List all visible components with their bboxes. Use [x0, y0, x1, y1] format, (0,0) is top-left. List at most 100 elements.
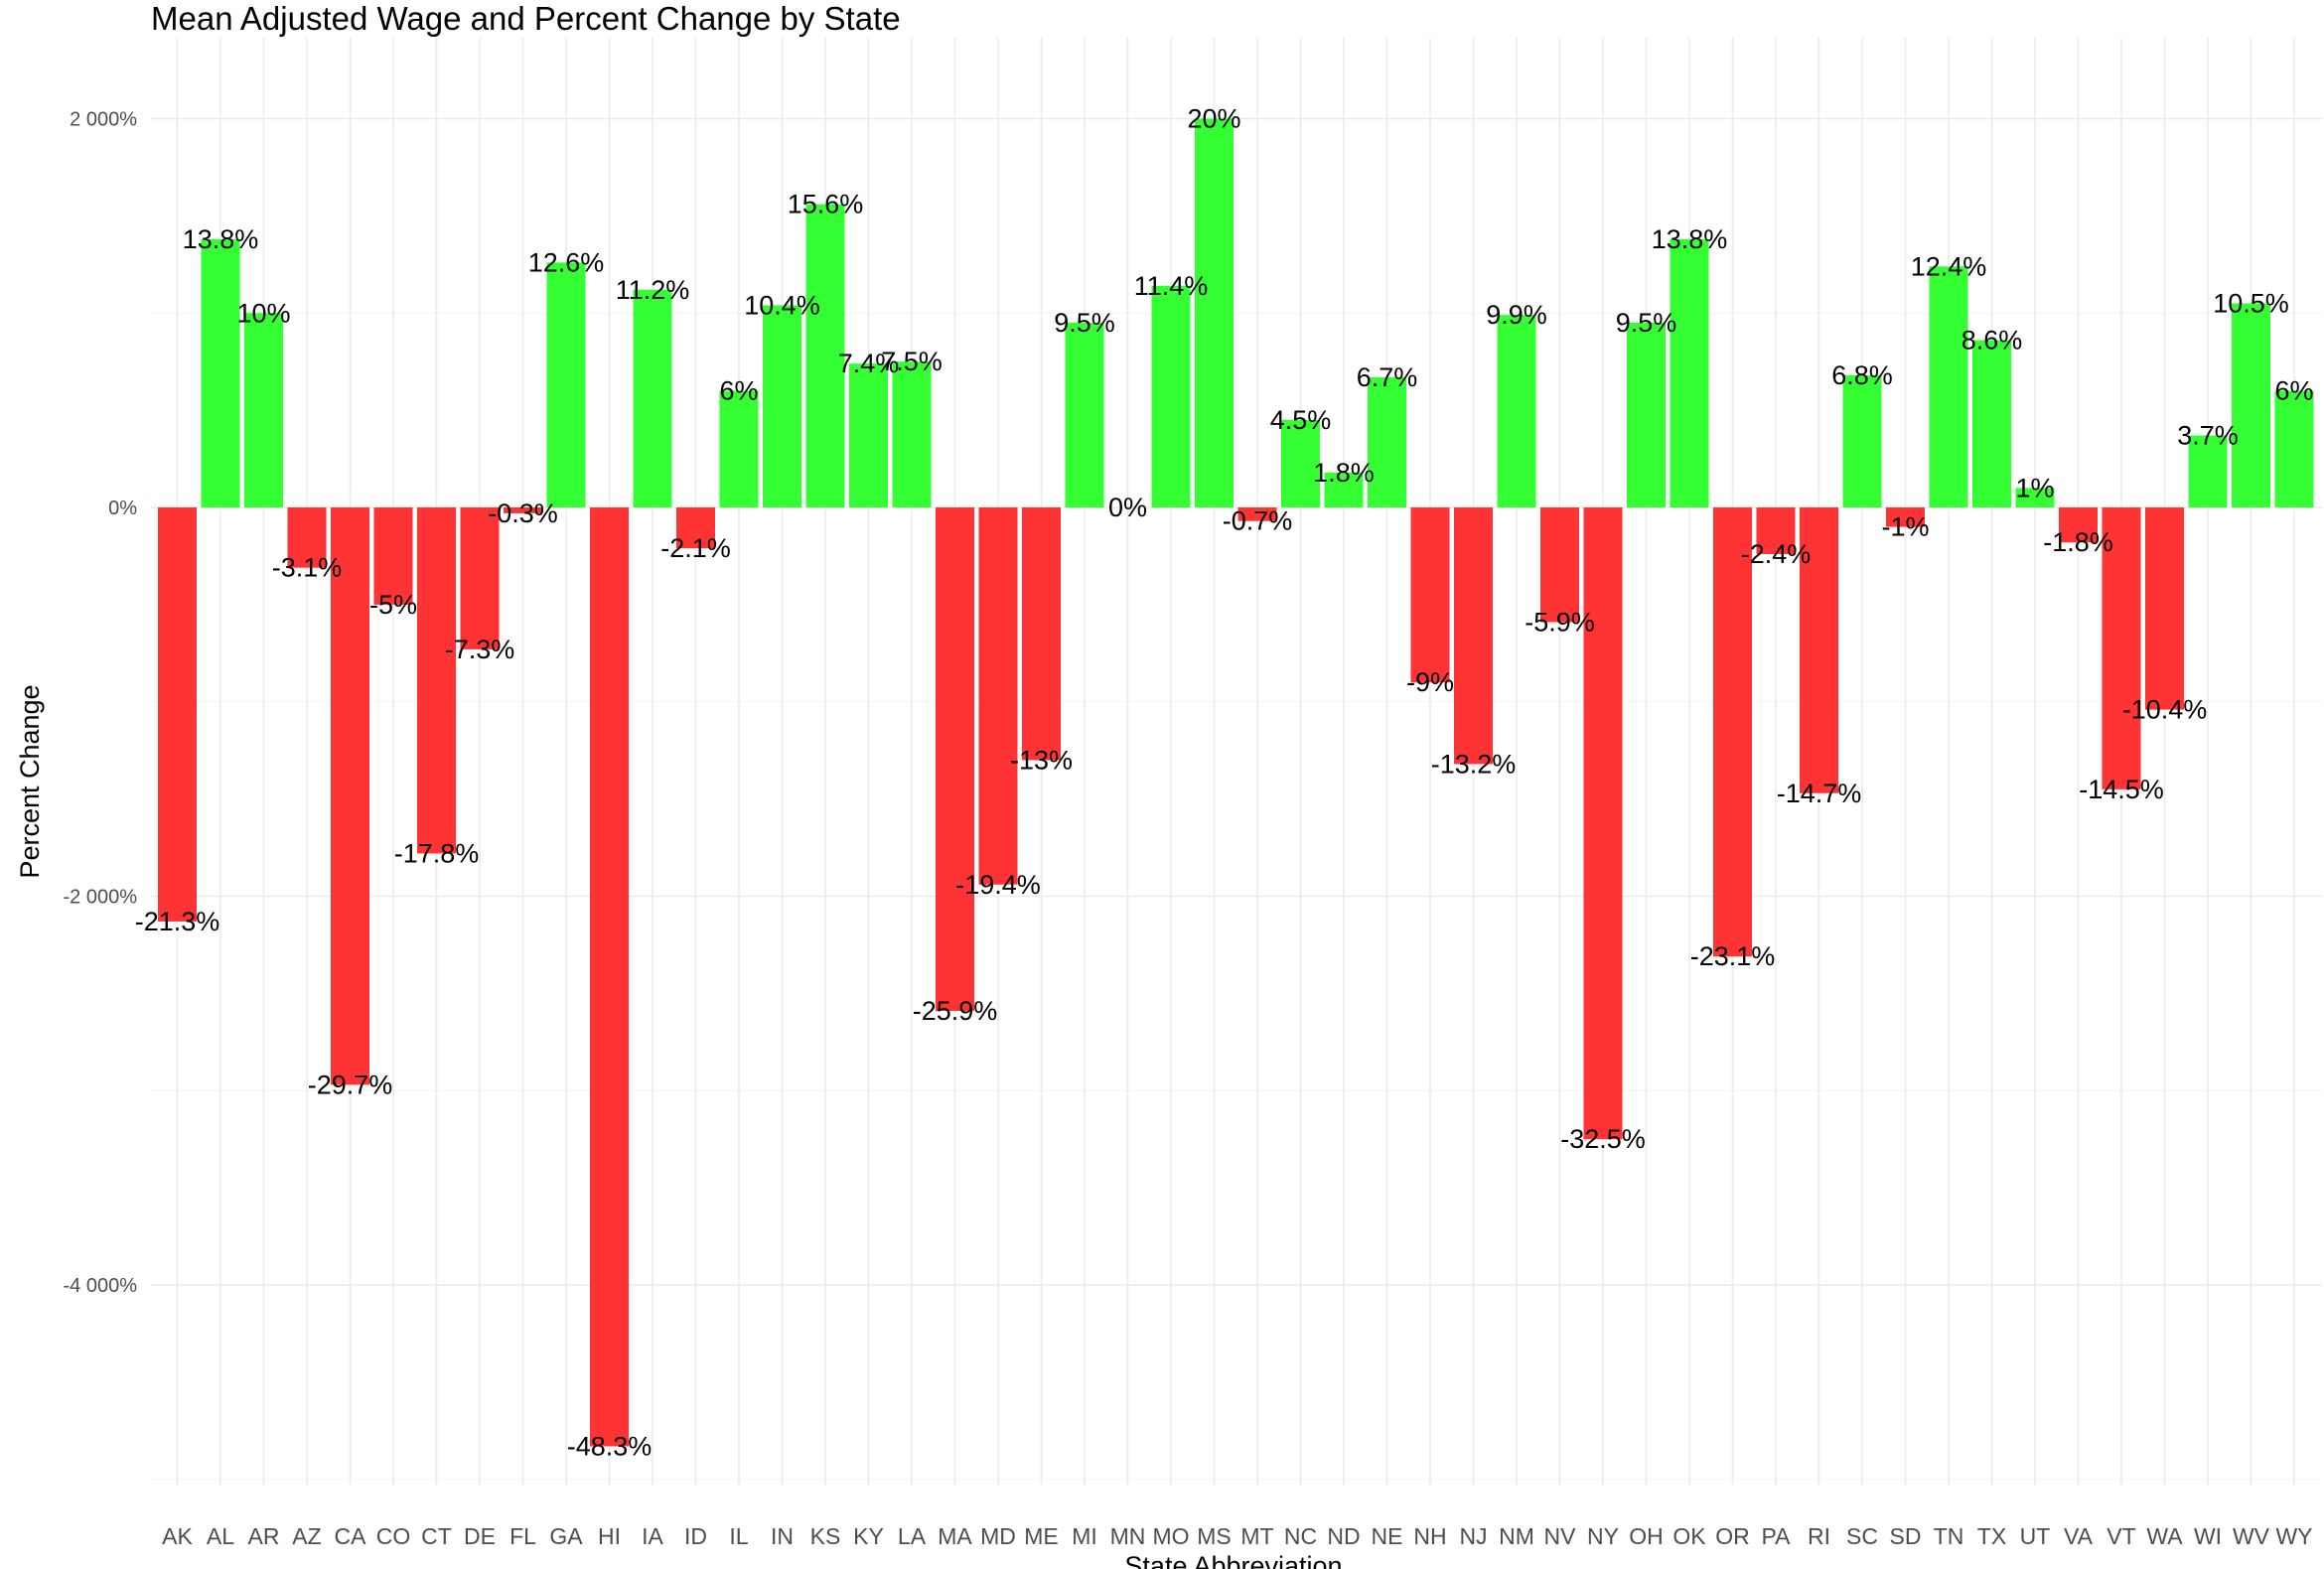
bar-me [1022, 507, 1061, 761]
bar-az [287, 507, 327, 568]
x-tick-label: CA [335, 1523, 367, 1549]
data-label-vt: -14.5% [2079, 775, 2164, 804]
x-tick-label: CO [376, 1523, 411, 1549]
data-label-al: 13.8% [183, 224, 259, 254]
x-tick-label: VT [2106, 1523, 2135, 1549]
data-label-nv: -5.9% [1525, 607, 1595, 637]
data-label-co: -5% [369, 590, 417, 620]
x-tick-label: FL [509, 1523, 536, 1549]
data-label-ny: -32.5% [1560, 1124, 1646, 1154]
bar-md [978, 507, 1018, 885]
x-tick-label: NE [1372, 1523, 1403, 1549]
data-label-mo: 11.4% [1134, 271, 1209, 301]
bar-in [763, 305, 801, 507]
x-tick-label: ID [684, 1523, 707, 1549]
bar-tn [1929, 266, 1968, 507]
y-axis-ticks: 2 000% 0% -2 000% -4 000% [64, 109, 138, 1298]
x-tick-label: KY [853, 1523, 884, 1549]
data-label-in: 10.4% [744, 290, 820, 320]
y-tick-label: -2 000% [64, 887, 138, 909]
bar-mi [1065, 323, 1104, 507]
x-tick-label: MI [1072, 1523, 1097, 1549]
data-label-nj: -13.2% [1431, 749, 1517, 779]
data-label-id: -2.1% [660, 533, 731, 563]
x-tick-label: KS [810, 1523, 841, 1549]
data-label-nc: 4.5% [1270, 405, 1332, 435]
data-label-ar: 10% [236, 298, 290, 328]
bar-ks [805, 204, 845, 507]
x-tick-label: NY [1587, 1523, 1619, 1549]
data-label-ut: 1% [2015, 473, 2054, 502]
data-label-wa: -10.4% [2122, 695, 2208, 725]
bar-ny [1583, 507, 1623, 1140]
y-axis-title: Percent Change [15, 684, 45, 878]
data-label-la: 7.5% [881, 347, 943, 376]
data-label-ct: -17.8% [394, 838, 480, 868]
x-tick-label: MA [938, 1523, 972, 1549]
x-tick-label: GA [549, 1523, 583, 1549]
x-tick-label: ND [1327, 1523, 1360, 1549]
bar-ca [331, 507, 369, 1085]
data-labels: -21.3% 13.8% 10% -3.1% -29.7% -5% -17.8% -7.3% -… [135, 104, 2314, 1462]
x-tick-label: MD [980, 1523, 1016, 1549]
bar-il [719, 390, 759, 507]
x-tick-label: OK [1672, 1523, 1706, 1549]
bar-mo [1151, 285, 1191, 507]
bar-nh [1410, 507, 1450, 683]
bar-id [676, 507, 715, 549]
x-tick-label: IL [729, 1523, 748, 1549]
bar-ri [1800, 507, 1838, 793]
x-tick-label: TN [1934, 1523, 1964, 1549]
x-tick-label: AZ [292, 1523, 321, 1549]
data-label-or: -23.1% [1690, 941, 1776, 971]
bar-nm [1497, 315, 1536, 507]
data-label-ky: 7.4% [838, 349, 900, 378]
data-label-tn: 12.4% [1911, 251, 1987, 281]
bar-ct [417, 507, 456, 854]
data-label-sc: 6.8% [1831, 360, 1893, 390]
bars [158, 118, 2314, 1447]
data-label-mt: -0.7% [1223, 506, 1293, 536]
bar-tx [1972, 340, 2011, 507]
x-tick-label: CT [421, 1523, 452, 1549]
data-label-ms: 20% [1187, 104, 1240, 134]
x-tick-label: MS [1197, 1523, 1232, 1549]
y-tick-label: 2 000% [70, 109, 137, 131]
bar-ar [244, 313, 283, 507]
x-tick-label: MO [1152, 1523, 1189, 1549]
bar-wi [2188, 435, 2228, 507]
data-label-fl: -0.3% [488, 499, 558, 528]
x-tick-label: TX [1977, 1523, 2006, 1549]
data-label-me: -13% [1010, 745, 1073, 775]
data-label-az: -3.1% [272, 553, 343, 583]
y-tick-label: 0% [108, 498, 137, 519]
x-tick-label: MT [1240, 1523, 1273, 1549]
data-label-sd: -1% [1881, 512, 1929, 542]
x-tick-label: MN [1110, 1523, 1146, 1549]
bar-vt [2102, 507, 2141, 789]
data-label-ak: -21.3% [135, 907, 220, 936]
x-tick-label: DE [464, 1523, 496, 1549]
bar-ak [158, 507, 197, 922]
data-label-mn: 0% [1108, 493, 1147, 522]
x-axis-title: State Abbreviation [1124, 1551, 1342, 1569]
bar-oh [1627, 323, 1666, 507]
y-tick-label: -4 000% [64, 1275, 138, 1297]
x-axis-ticks: AK AL AR AZ CA CO CT DE FL GA HI IA ID IL IN KS KY LA MA MD… [162, 1523, 2312, 1549]
x-tick-label: UT [2020, 1523, 2051, 1549]
x-tick-label: SC [1846, 1523, 1878, 1549]
bar-nd [1324, 472, 1364, 507]
x-tick-label: NJ [1459, 1523, 1487, 1549]
x-tick-label: WA [2146, 1523, 2183, 1549]
data-label-hi: -48.3% [567, 1431, 653, 1461]
x-tick-label: ME [1024, 1523, 1059, 1549]
x-tick-label: OR [1715, 1523, 1750, 1549]
data-label-ks: 15.6% [788, 190, 864, 219]
x-tick-label: SD [1890, 1523, 1922, 1549]
bar-nj [1454, 507, 1493, 765]
data-label-wy: 6% [2274, 376, 2313, 406]
data-label-mi: 9.5% [1054, 308, 1115, 338]
data-label-md: -19.4% [955, 870, 1041, 900]
x-tick-label: WI [2194, 1523, 2222, 1549]
